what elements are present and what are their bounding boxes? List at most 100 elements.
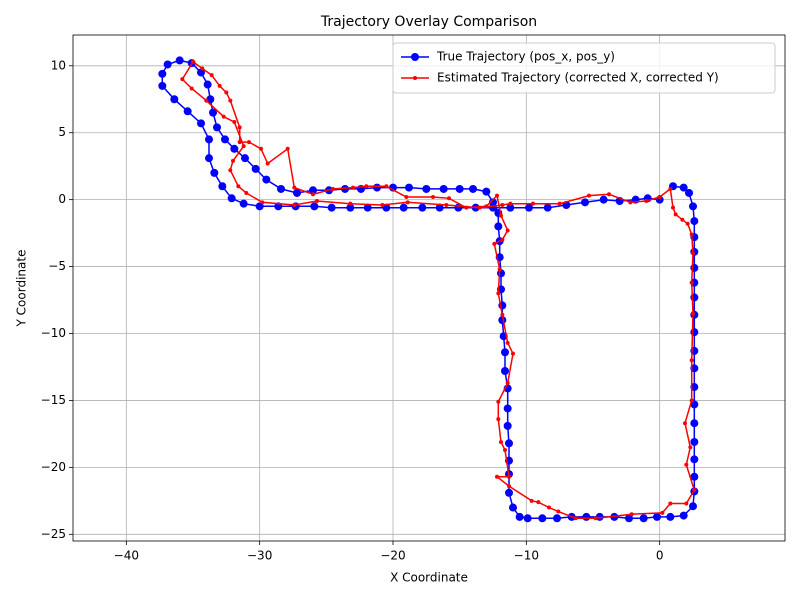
data-point	[455, 184, 464, 193]
x-tick-label: −40	[114, 549, 139, 563]
data-point	[444, 203, 449, 208]
data-point	[690, 328, 699, 337]
data-point	[684, 462, 689, 467]
data-point	[507, 484, 511, 489]
data-point	[680, 217, 685, 222]
data-point	[292, 203, 297, 208]
data-point	[175, 56, 184, 65]
data-point	[292, 185, 297, 190]
x-tick-label: −30	[247, 549, 272, 563]
data-point	[255, 202, 264, 211]
data-point	[496, 399, 501, 404]
data-point	[689, 398, 694, 403]
data-point	[197, 68, 205, 77]
y-axis-label: Y Coordinate	[15, 250, 29, 328]
data-point	[492, 241, 497, 246]
data-point	[237, 140, 242, 145]
data-point	[203, 80, 212, 89]
data-point	[327, 203, 336, 212]
data-point	[310, 202, 319, 211]
data-point	[399, 203, 408, 212]
data-point	[688, 445, 693, 450]
series-line	[181, 60, 696, 519]
data-point	[241, 144, 246, 149]
data-point	[679, 511, 688, 520]
data-point	[418, 203, 427, 212]
y-tick-label: 0	[58, 192, 66, 206]
y-tick-label: −15	[41, 393, 66, 407]
grid	[73, 35, 785, 541]
data-point	[671, 205, 675, 210]
data-point	[538, 514, 547, 523]
data-point	[509, 503, 517, 512]
data-point	[690, 217, 699, 226]
data-point	[422, 184, 431, 193]
data-point	[170, 95, 179, 104]
data-point	[431, 194, 435, 199]
data-point	[191, 59, 195, 64]
data-point	[227, 194, 236, 203]
data-point	[629, 512, 634, 517]
data-point	[553, 514, 561, 523]
data-point	[205, 154, 213, 163]
data-point	[311, 192, 315, 197]
data-point	[599, 195, 608, 204]
data-point	[158, 69, 167, 78]
data-point	[628, 200, 633, 205]
data-point	[494, 222, 503, 231]
data-point	[508, 201, 513, 206]
data-point	[237, 125, 242, 130]
y-tick-label: −10	[41, 326, 66, 340]
data-point	[341, 184, 349, 193]
data-point	[404, 194, 409, 199]
data-point	[500, 312, 505, 317]
data-point	[690, 472, 699, 481]
legend-box	[392, 42, 776, 94]
data-point	[503, 421, 512, 430]
legend-marker	[411, 53, 419, 61]
data-point	[557, 201, 562, 206]
data-point	[405, 183, 413, 192]
plot-frame	[72, 34, 786, 542]
data-point	[439, 184, 448, 193]
data-point	[213, 123, 221, 132]
data-point	[668, 186, 673, 191]
data-point	[689, 280, 694, 285]
data-point	[382, 203, 391, 212]
data-point	[689, 358, 694, 363]
data-point	[660, 510, 665, 515]
data-point	[200, 66, 205, 71]
data-point	[285, 146, 290, 151]
data-point	[496, 417, 501, 422]
data-point	[435, 203, 444, 212]
data-point	[209, 108, 217, 117]
data-point	[607, 192, 611, 197]
y-tick-label: −20	[41, 460, 66, 474]
data-point	[625, 514, 633, 523]
data-point	[489, 203, 497, 212]
data-point	[224, 90, 229, 95]
data-point	[265, 161, 270, 166]
data-point	[496, 291, 501, 296]
data-point	[593, 516, 598, 521]
data-point	[277, 184, 285, 193]
data-point	[685, 221, 690, 226]
data-point	[204, 98, 209, 103]
data-point	[581, 198, 589, 207]
data-point	[679, 183, 688, 192]
data-point	[531, 201, 535, 206]
data-point	[482, 187, 491, 196]
data-point	[228, 98, 233, 103]
data-point	[205, 135, 213, 144]
data-point	[331, 186, 335, 191]
data-point	[499, 213, 503, 218]
data-point	[217, 83, 222, 88]
data-point	[218, 182, 227, 191]
legend-label: True Trajectory (pos_x, pos_y)	[436, 50, 615, 64]
data-point	[209, 73, 214, 78]
chart-title: Trajectory Overlay Comparison	[320, 14, 537, 30]
data-point	[477, 205, 482, 210]
data-point	[495, 474, 499, 479]
